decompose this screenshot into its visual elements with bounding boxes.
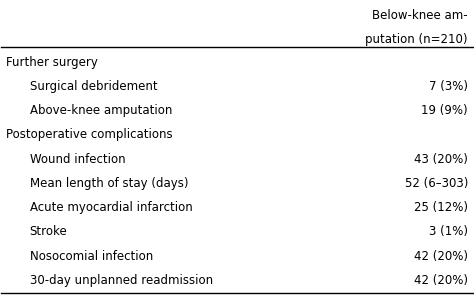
Text: 19 (9%): 19 (9%)	[421, 104, 468, 117]
Text: Acute myocardial infarction: Acute myocardial infarction	[30, 201, 192, 214]
Text: Nosocomial infection: Nosocomial infection	[30, 250, 153, 262]
Text: 25 (12%): 25 (12%)	[414, 201, 468, 214]
Text: 30-day unplanned readmission: 30-day unplanned readmission	[30, 274, 213, 287]
Text: Above-knee amputation: Above-knee amputation	[30, 104, 172, 117]
Text: 42 (20%): 42 (20%)	[414, 274, 468, 287]
Text: 42 (20%): 42 (20%)	[414, 250, 468, 262]
Text: Stroke: Stroke	[30, 225, 67, 238]
Text: Postoperative complications: Postoperative complications	[6, 128, 173, 141]
Text: Surgical debridement: Surgical debridement	[30, 80, 157, 93]
Text: 3 (1%): 3 (1%)	[429, 225, 468, 238]
Text: Mean length of stay (days): Mean length of stay (days)	[30, 177, 188, 190]
Text: Wound infection: Wound infection	[30, 153, 125, 166]
Text: putation (n=210): putation (n=210)	[365, 33, 468, 46]
Text: Further surgery: Further surgery	[6, 56, 98, 69]
Text: 7 (3%): 7 (3%)	[429, 80, 468, 93]
Text: 52 (6–303): 52 (6–303)	[404, 177, 468, 190]
Text: 43 (20%): 43 (20%)	[414, 153, 468, 166]
Text: Below-knee am-: Below-knee am-	[372, 9, 468, 22]
